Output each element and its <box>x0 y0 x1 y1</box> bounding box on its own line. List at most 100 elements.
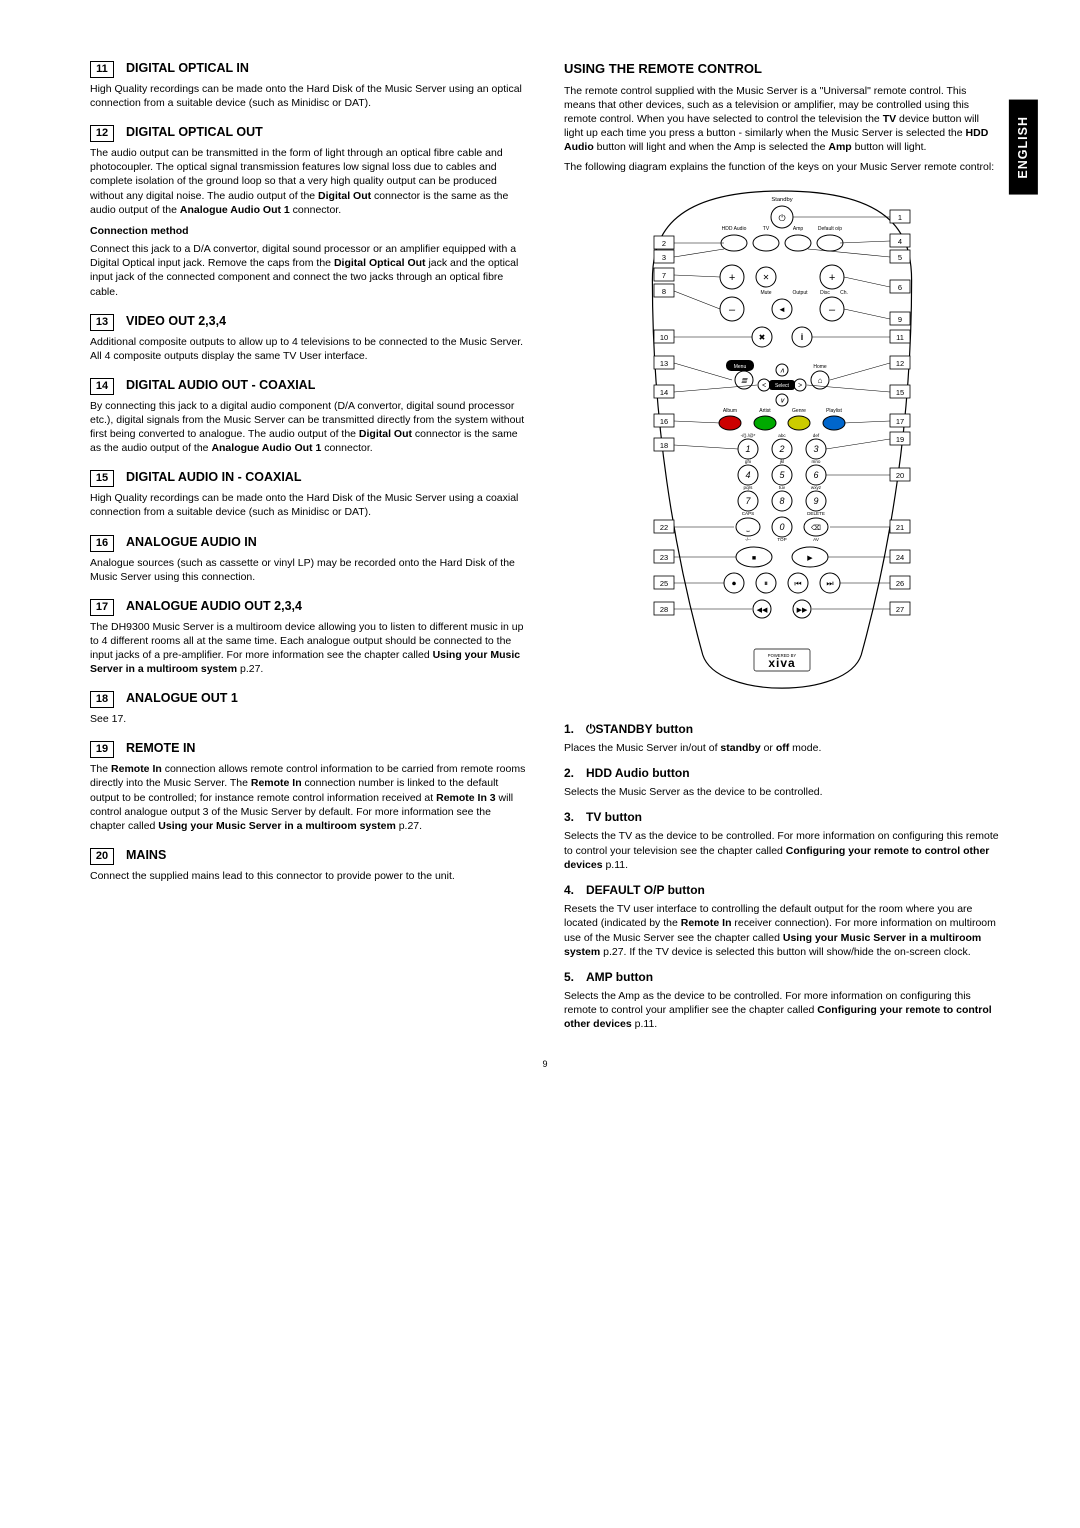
section-heading: 16ANALOGUE AUDIO IN <box>90 534 526 552</box>
page-number: 9 <box>90 1058 1000 1070</box>
svg-text:■: ■ <box>752 555 756 562</box>
svg-text:16: 16 <box>660 417 668 426</box>
svg-text:✖: ✖ <box>759 333 766 342</box>
svg-text:5: 5 <box>898 253 902 262</box>
intro-paragraph: The following diagram explains the funct… <box>564 160 1000 174</box>
svg-text:CAPS: CAPS <box>742 511 755 516</box>
button-heading: 1.⏻STANDBY button <box>564 721 1000 737</box>
svg-text:27: 27 <box>896 605 904 614</box>
svg-text:abc: abc <box>778 433 786 438</box>
svg-text:Genre: Genre <box>792 408 806 414</box>
remote-heading: USING THE REMOTE CONTROL <box>564 60 1000 78</box>
section-number-box: 11 <box>90 61 114 78</box>
svg-text:TOP: TOP <box>777 537 786 542</box>
section-paragraph: The audio output can be transmitted in t… <box>90 146 526 217</box>
section-heading: 17ANALOGUE AUDIO OUT 2,3,4 <box>90 598 526 616</box>
svg-text:7: 7 <box>745 496 751 506</box>
svg-text:+: + <box>829 271 836 283</box>
svg-text:⌫: ⌫ <box>811 524 821 532</box>
section-number-box: 16 <box>90 535 114 552</box>
svg-text:AV: AV <box>813 537 820 542</box>
svg-text:28: 28 <box>660 605 668 614</box>
svg-text:DELETE: DELETE <box>807 511 825 516</box>
svg-text:+: + <box>729 271 736 283</box>
svg-text:Disc: Disc <box>820 290 830 296</box>
svg-text:23: 23 <box>660 553 668 562</box>
svg-text:ghi: ghi <box>745 459 751 464</box>
button-heading: 5.AMP button <box>564 969 1000 985</box>
button-paragraph: Places the Music Server in/out of standb… <box>564 741 1000 755</box>
section-title: DIGITAL AUDIO OUT - COAXIAL <box>126 377 315 394</box>
section-paragraph: Connect the supplied mains lead to this … <box>90 869 526 883</box>
svg-text:24: 24 <box>896 553 904 562</box>
svg-text:Ch.: Ch. <box>840 290 848 296</box>
svg-text:≣: ≣ <box>741 375 749 384</box>
section-paragraph: High Quality recordings can be made onto… <box>90 491 526 519</box>
right-column: USING THE REMOTE CONTROLThe remote contr… <box>564 60 1000 1038</box>
section-number-box: 18 <box>90 691 114 708</box>
section-number-box: 13 <box>90 314 114 331</box>
section-title: ANALOGUE OUT 1 <box>126 690 238 707</box>
svg-text:15: 15 <box>896 388 904 397</box>
section-number-box: 14 <box>90 378 114 395</box>
svg-text:14: 14 <box>660 388 668 397</box>
section-paragraph: High Quality recordings can be made onto… <box>90 82 526 110</box>
svg-text:18: 18 <box>660 441 668 450</box>
svg-text:6: 6 <box>813 470 818 480</box>
svg-text:HDD Audio: HDD Audio <box>722 226 747 232</box>
svg-text:25: 25 <box>660 579 668 588</box>
svg-text:tuv: tuv <box>779 485 786 490</box>
section-number-box: 12 <box>90 125 114 142</box>
language-tab: ENGLISH <box>1009 100 1038 195</box>
svg-text:⌂: ⌂ <box>818 375 823 384</box>
button-heading: 2.HDD Audio button <box>564 765 1000 781</box>
svg-text:xiva: xiva <box>768 656 795 670</box>
svg-text:8: 8 <box>779 496 784 506</box>
svg-text:-/()./@*: -/()./@* <box>741 433 756 438</box>
svg-text:4: 4 <box>898 237 902 246</box>
button-paragraph: Selects the Music Server as the device t… <box>564 785 1000 799</box>
svg-text:Standby: Standby <box>771 197 792 203</box>
svg-text:-/--: -/-- <box>745 537 751 542</box>
svg-text:26: 26 <box>896 579 904 588</box>
svg-text:jkl: jkl <box>779 459 784 464</box>
button-paragraph: Selects the Amp as the device to be cont… <box>564 989 1000 1032</box>
svg-text:21: 21 <box>896 523 904 532</box>
sub-heading: Connection method <box>90 224 526 238</box>
section-heading: 19REMOTE IN <box>90 740 526 758</box>
svg-text:⎵: ⎵ <box>747 525 750 532</box>
svg-text:13: 13 <box>660 359 668 368</box>
svg-text:>: > <box>798 382 802 389</box>
svg-text:Amp: Amp <box>793 226 804 232</box>
svg-text:8: 8 <box>662 287 666 296</box>
section-number-box: 15 <box>90 470 114 487</box>
section-title: DIGITAL OPTICAL OUT <box>126 124 263 141</box>
left-column: 11 DIGITAL OPTICAL IN High Quality recordi… <box>90 60 526 1038</box>
svg-text:11: 11 <box>896 333 904 342</box>
section-heading: 18 ANALOGUE OUT 1 <box>90 690 526 708</box>
button-heading: 3.TV button <box>564 809 1000 825</box>
svg-text:⏻: ⏻ <box>778 213 785 223</box>
svg-text:6: 6 <box>898 283 902 292</box>
svg-text:Default o/p: Default o/p <box>818 226 842 232</box>
svg-text:i: i <box>801 332 804 342</box>
svg-text:1: 1 <box>898 213 902 222</box>
svg-text:1: 1 <box>745 444 750 454</box>
svg-text:5: 5 <box>779 470 785 480</box>
section-title: DIGITAL OPTICAL IN <box>126 60 249 77</box>
section-number-box: 20 <box>90 848 114 865</box>
svg-text:Select: Select <box>775 383 790 389</box>
button-paragraph: Resets the TV user interface to controll… <box>564 902 1000 959</box>
svg-text:mno: mno <box>812 459 821 464</box>
svg-text:Output: Output <box>792 290 808 296</box>
svg-text:3: 3 <box>813 444 818 454</box>
remote-diagram: ⏻StandbyHDD AudioTVAmpDefault o/p+✕Mute+… <box>564 187 1000 707</box>
section-number-box: 19 <box>90 741 114 758</box>
section-heading: 20MAINS <box>90 847 526 865</box>
section-heading: 12 DIGITAL OPTICAL OUT <box>90 124 526 142</box>
section-heading: 13VIDEO OUT 2,3,4 <box>90 313 526 331</box>
svg-text:∧: ∧ <box>779 367 784 374</box>
svg-text:⏮: ⏮ <box>794 579 801 588</box>
section-title: DIGITAL AUDIO IN - COAXIAL <box>126 469 301 486</box>
svg-text:◄: ◄ <box>778 305 786 314</box>
